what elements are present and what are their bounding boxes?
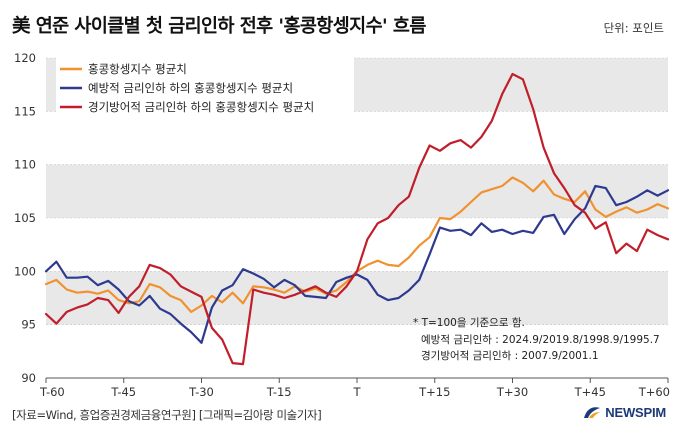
legend-box [56,56,354,122]
x-tick-label: T+15 [418,385,450,399]
logo-icon [584,406,601,418]
x-tick-label: T+30 [496,385,528,399]
y-tick-label: 100 [14,264,36,278]
y-tick-label: 105 [14,211,36,225]
grid-band [46,164,668,218]
legend-label-2: 예방적 금리인하 하의 홍콩항셍지수 평균치 [88,81,293,95]
x-tick-label: T-30 [188,385,214,399]
legend-label-1: 홍콩항셍지수 평균치 [88,62,187,76]
x-tick-label: T+60 [638,385,670,399]
x-tick-label: T-45 [110,385,136,399]
line-chart: 90 95 100 105 110 115 120 T-60 T-45 T-30 T-15 T T+15… [14,51,670,399]
legend-label-3: 경기방어적 금리인하 하의 홍콩항셍지수 평균치 [88,100,314,114]
series-line-3 [44,72,670,366]
source-credit: [자료=Wind, 흥업증권경제금융연구원] [그래픽=김아랑 미술기자] [12,408,322,422]
unit-label: 단위: 포인트 [603,21,664,35]
y-tick-label: 90 [21,371,36,385]
y-tick-label: 110 [14,158,36,172]
x-tick-label: T-15 [266,385,292,399]
x-tick-label: T+45 [574,385,606,399]
page-title: 美 연준 사이클별 첫 금리인하 전후 '홍콩항셍지수' 흐름 [12,16,426,37]
y-tick-label: 95 [21,318,36,332]
y-tick-label: 115 [14,104,36,118]
annotation-line-3: 경기방어적 금리인하 : 2007.9/2001.1 [421,349,599,362]
series-line-2 [44,184,670,344]
annotation-line-2: 예방적 금리인하 : 2024.9/2019.8/1998.9/1995.7 [421,333,660,346]
x-tick-label: T [352,385,361,399]
logo-text: NEWSPIM [605,405,666,420]
newspim-logo: NEWSPIM [583,405,666,420]
grid-band [46,271,668,325]
annotation-line-1: * T=100을 기준으로 함. [413,317,525,329]
y-tick-label: 120 [14,51,36,65]
x-tick-label: T-60 [39,385,65,399]
